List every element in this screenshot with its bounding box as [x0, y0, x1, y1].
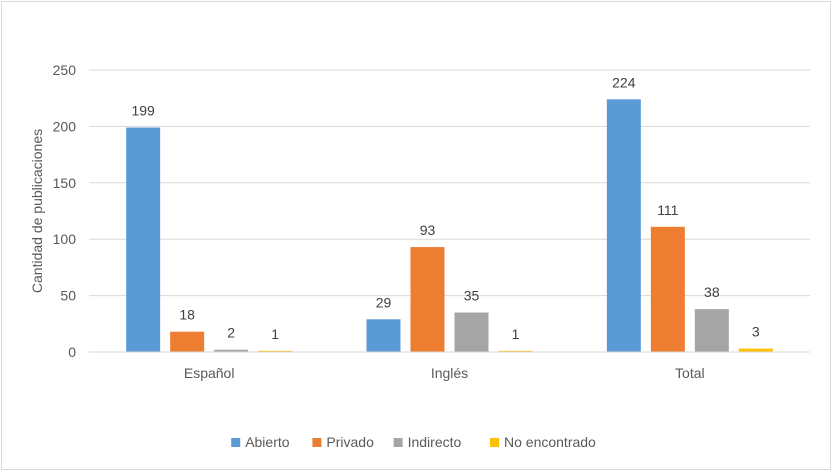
data-label: 93: [420, 222, 436, 238]
data-label: 2: [227, 325, 235, 341]
legend-label: Abierto: [245, 434, 290, 450]
y-tick-label: 200: [53, 118, 77, 134]
bar-indirecto: [214, 349, 249, 352]
gridlines: [89, 69, 810, 297]
legend: Abierto Privado Indirecto No encontrado: [231, 434, 596, 450]
legend-swatch: [490, 438, 499, 447]
data-label: 1: [271, 326, 279, 342]
y-tick-label: 150: [53, 175, 77, 191]
data-label: 3: [752, 324, 760, 340]
data-label: 35: [464, 288, 480, 304]
legend-item: Indirecto: [393, 434, 462, 450]
data-label: 38: [704, 284, 720, 300]
bar-privado: [650, 226, 685, 352]
data-label: 1: [512, 326, 520, 342]
bar-indirecto: [454, 312, 489, 352]
legend-item: No encontrado: [490, 434, 596, 450]
bar-no-encontrado: [258, 350, 293, 352]
y-tick-label: 250: [53, 62, 77, 78]
bars: [126, 99, 773, 352]
data-label: 224: [612, 74, 636, 90]
bar-privado: [170, 331, 205, 352]
legend-item: Privado: [312, 434, 374, 450]
legend-label: No encontrado: [504, 434, 596, 450]
y-tick-label: 50: [60, 288, 76, 304]
legend-swatch: [231, 438, 241, 447]
bar-abierto: [606, 99, 641, 352]
y-tick-label: 100: [53, 231, 77, 247]
data-label: 18: [179, 307, 195, 323]
data-label: 29: [376, 294, 392, 310]
y-axis-label: Cantidad de publicaciones: [29, 129, 45, 293]
x-tick-label: Español: [184, 365, 235, 381]
bar-no-encontrado: [738, 348, 773, 352]
x-tick-label: Total: [675, 365, 705, 381]
x-axis-ticks: Español Inglés Total: [184, 365, 705, 381]
y-tick-label: 0: [68, 344, 76, 360]
y-axis-ticks: 0 50 100 150 200 250: [53, 62, 77, 360]
bar-abierto: [366, 319, 401, 352]
bar-abierto: [126, 127, 161, 352]
x-tick-label: Inglés: [431, 365, 468, 381]
legend-label: Indirecto: [408, 434, 462, 450]
data-labels: 199 18 2 1 29 93 35 1 224 111 38 3: [131, 74, 759, 342]
legend-swatch: [312, 438, 322, 447]
bar-privado: [410, 247, 445, 352]
legend-swatch: [393, 438, 403, 447]
bar-indirecto: [694, 309, 729, 352]
data-label: 111: [657, 202, 678, 218]
legend-item: Abierto: [231, 434, 290, 450]
bar-no-encontrado: [498, 350, 533, 352]
data-label: 199: [131, 103, 155, 119]
legend-label: Privado: [326, 434, 374, 450]
